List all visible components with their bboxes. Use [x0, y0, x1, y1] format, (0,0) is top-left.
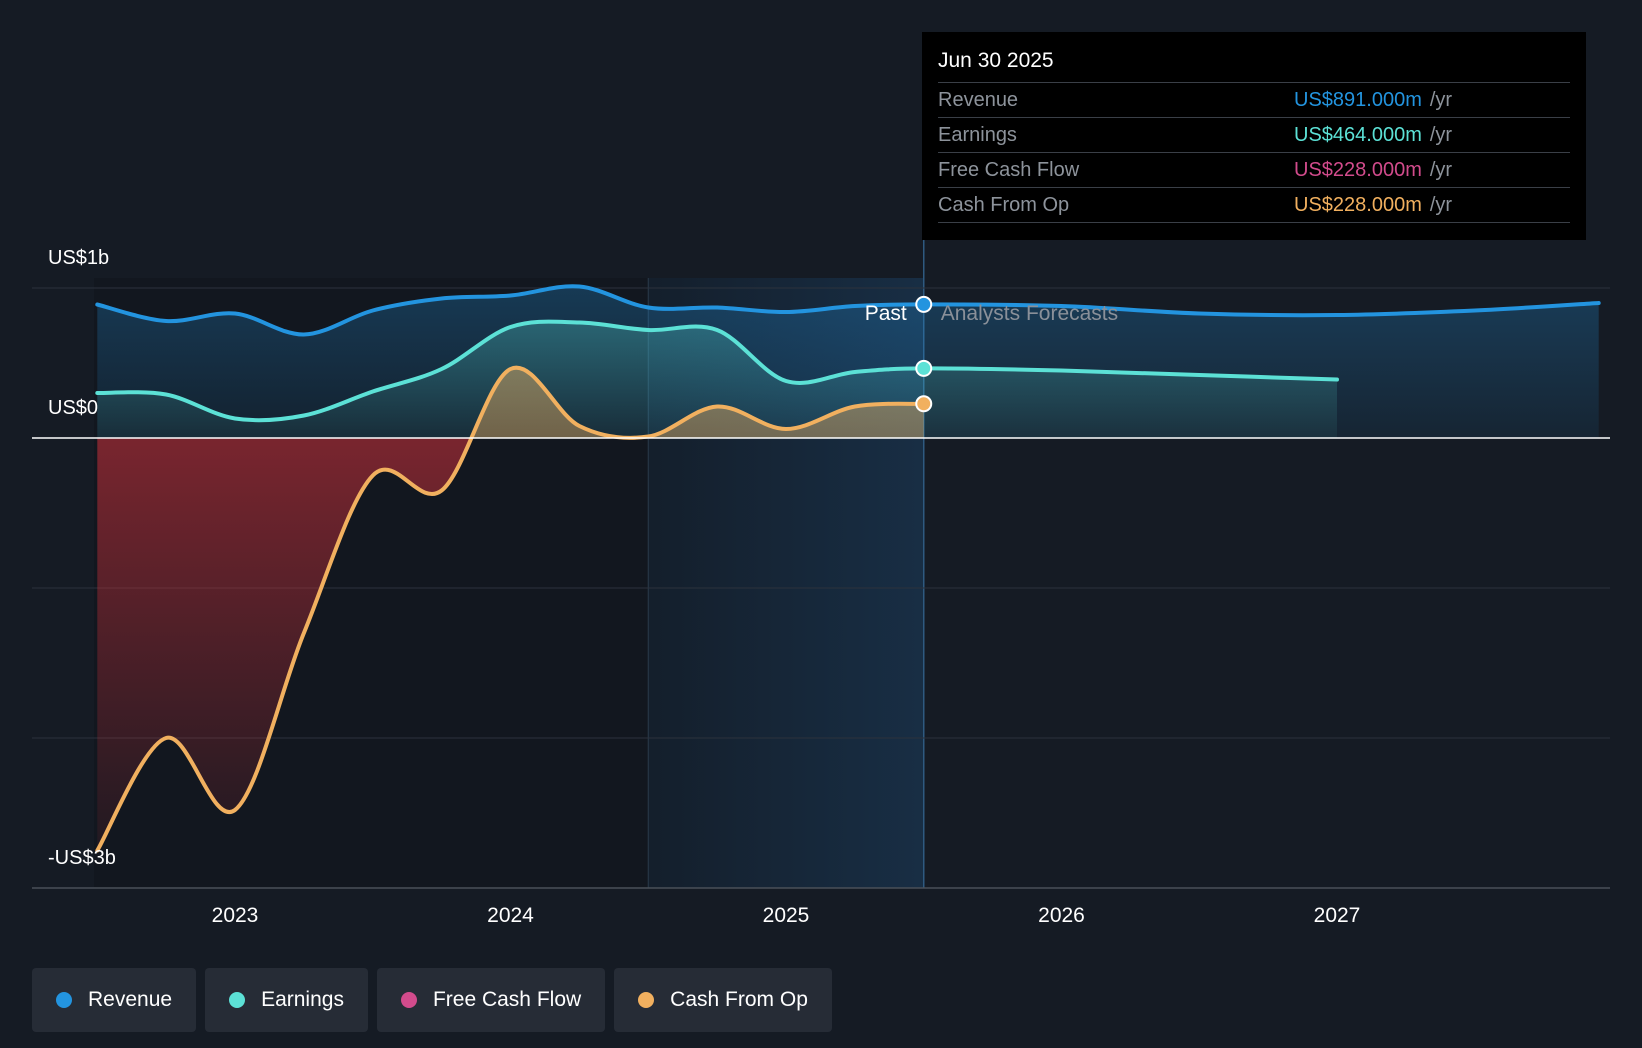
legend-item-free-cash-flow[interactable]: Free Cash Flow: [376, 968, 606, 1032]
earnings-area: [97, 321, 1337, 438]
tooltip-value: US$464.000m: [1294, 123, 1422, 146]
x-tick-label: 2024: [487, 904, 534, 927]
y-axis-label: -US$3b: [48, 847, 116, 869]
tooltip-row-cash-from-op: Cash From Op US$228.000m /yr: [938, 187, 1570, 223]
tooltip-label: Cash From Op: [938, 193, 1070, 216]
legend-item-revenue[interactable]: Revenue: [32, 968, 197, 1032]
legend-label: Cash From Op: [670, 988, 808, 1011]
earnings-marker: [915, 359, 933, 377]
legend-item-cash-from-op[interactable]: Cash From Op: [614, 968, 832, 1032]
tooltip-row-free-cash-flow: Free Cash Flow US$228.000m /yr: [938, 152, 1570, 187]
tooltip-unit: /yr: [1429, 123, 1453, 146]
cash-from-op-marker: [915, 395, 933, 413]
y-axis-label: US$0: [48, 397, 98, 419]
x-tick-label: 2023: [212, 904, 259, 927]
tooltip-date: Jun 30 2025: [938, 49, 1054, 72]
tooltip-label: Revenue: [938, 88, 1019, 111]
y-axis-label: US$1b: [48, 247, 109, 269]
cash-from-op-area-positive: [97, 367, 924, 438]
revenue-line: [95, 284, 1601, 337]
tooltip-value: US$891.000m: [1294, 88, 1422, 111]
legend-label: Earnings: [261, 988, 344, 1011]
earnings-line: [95, 319, 1339, 423]
tooltip-unit: /yr: [1429, 193, 1453, 216]
legend-label: Free Cash Flow: [432, 988, 582, 1011]
x-tick-label: 2026: [1038, 904, 1085, 927]
x-tick-label: 2025: [763, 904, 810, 927]
legend-dot-icon: [56, 992, 72, 1008]
tooltip-unit: /yr: [1429, 88, 1453, 111]
tooltip-row-earnings: Earnings US$464.000m /yr: [938, 117, 1570, 152]
tooltip-unit: /yr: [1429, 158, 1453, 181]
cash-from-op-area-negative: [97, 438, 924, 851]
tooltip-value: US$228.000m: [1294, 193, 1422, 216]
legend-item-earnings[interactable]: Earnings: [205, 968, 368, 1032]
tooltip-label: Earnings: [938, 123, 1017, 146]
legend-dot-icon: [229, 992, 246, 1008]
tooltip-label: Free Cash Flow: [938, 158, 1080, 181]
tooltip-value: US$228.000m: [1294, 158, 1422, 181]
legend-label: Revenue: [88, 988, 173, 1011]
legend-dot-icon: [638, 992, 655, 1008]
revenue-marker: [915, 295, 933, 313]
tooltip: Jun 30 2025 Revenue US$891.000m /yr Earn…: [922, 32, 1586, 240]
legend-dot-icon: [400, 992, 417, 1008]
x-tick-label: 2027: [1314, 904, 1361, 927]
cash-from-op-line: [95, 365, 926, 853]
forecast-label: Analysts Forecasts: [941, 302, 1118, 325]
legend: Revenue Earnings Free Cash Flow Cash Fro…: [32, 968, 832, 1032]
past-label: Past: [865, 302, 907, 325]
tooltip-row-revenue: Revenue US$891.000m /yr: [938, 82, 1570, 117]
